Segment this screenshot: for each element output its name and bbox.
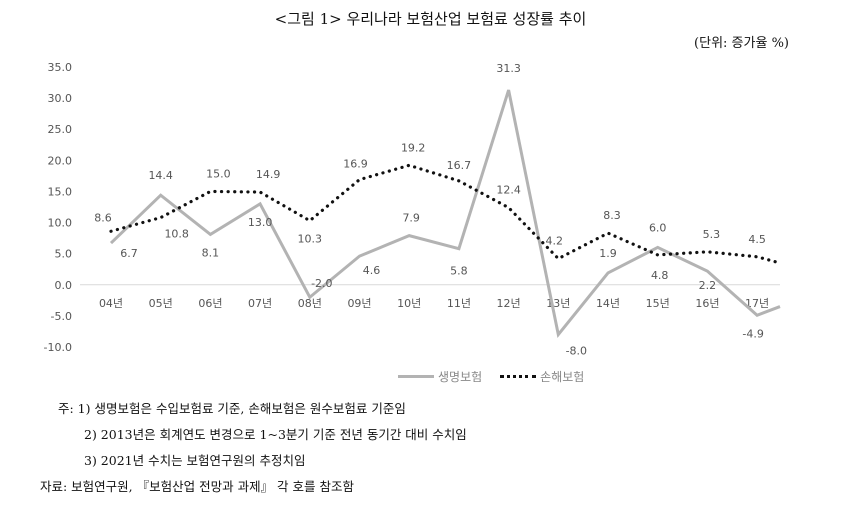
data-label-nonlife: 12.4 [496,184,521,197]
data-label-life: 1.9 [599,247,617,260]
series-line-life [109,89,781,338]
x-tick-label: 08년 [298,297,322,310]
legend-swatch-nonlife [500,375,537,378]
legend-swatch-life [398,375,434,378]
note-3: 3) 2021년 수치는 보험연구원의 추정치임 [84,453,306,468]
data-label-nonlife: 10.3 [298,233,323,246]
y-tick-label: 0.0 [55,279,73,292]
x-tick-label: 07년 [248,297,272,310]
data-label-nonlife: 4.2 [546,235,564,248]
data-label-nonlife: 10.8 [164,228,189,241]
line-chart: 35.0 30.0 25.0 20.0 15.0 10.0 5.0 0.0 -5.0 -10.0 0… [44,61,782,358]
y-tick-label: 25.0 [48,123,73,136]
y-tick-label: 30.0 [48,92,73,105]
x-tick-label: 17년 [745,297,769,310]
note-2: 2) 2013년은 회계연도 변경으로 1~3분기 기준 전년 동기간 대비 수… [84,427,467,442]
legend-item-life: 생명보험 [398,368,482,385]
x-tick-label: 09년 [347,297,371,310]
data-label-life: -8.0 [566,345,587,358]
data-label-life: 6.7 [120,247,138,260]
series-line-nonlife [109,163,782,265]
y-tick-label: 10.0 [48,217,73,230]
data-label-life: 8.1 [202,246,220,259]
x-tick-label: 10년 [397,297,421,310]
x-tick-label: 15년 [646,297,670,310]
source-note: 자료: 보험연구원, 『보험산업 전망과 과제』 각 호를 참조함 [40,479,354,494]
data-label-life: 14.4 [148,169,173,182]
legend-label-nonlife: 손해보험 [540,370,585,384]
data-label-nonlife: 16.9 [343,158,368,171]
x-tick-label: 11년 [447,297,471,310]
data-label-life: 31.3 [496,62,521,75]
y-tick-label: 5.0 [55,248,73,261]
x-tick-label: 16년 [695,297,719,310]
y-tick-label: 35.0 [48,61,73,74]
data-label-life: 5.8 [450,265,468,278]
data-label-nonlife: 16.7 [447,159,472,172]
chart-title: <그림 1> 우리나라 보험산업 보험료 성장률 추이 [274,10,587,28]
data-label-life: 6.0 [649,221,667,234]
data-label-nonlife: 8.6 [94,211,112,224]
legend: 생명보험 손해보험 [398,368,584,385]
x-tick-label: 12년 [497,297,521,310]
x-tick-label: 04년 [99,297,123,310]
data-label-nonlife: 19.2 [401,141,426,154]
data-label-life: -2.0 [311,277,332,290]
data-label-nonlife: 4.5 [748,233,766,246]
data-label-life: -4.9 [742,327,763,340]
x-tick-label: 14년 [596,297,620,310]
y-tick-label: -10.0 [44,341,72,354]
data-label-nonlife: 14.9 [256,168,281,181]
x-tick-label: 05년 [149,297,173,310]
x-tick-label: 06년 [198,297,222,310]
data-label-nonlife: 4.8 [651,269,669,282]
data-label-nonlife: 8.3 [603,209,621,222]
y-tick-label: 15.0 [48,185,73,198]
y-tick-label: 20.0 [48,154,73,167]
data-label-life: 4.6 [363,264,381,277]
y-tick-label: -5.0 [51,310,72,323]
data-label-nonlife: 15.0 [206,167,231,180]
data-label-life: 13.0 [248,216,273,229]
data-label-life: 7.9 [402,212,420,225]
legend-label-life: 생명보험 [438,370,483,384]
data-label-life: 2.2 [699,279,717,292]
legend-item-nonlife: 손해보험 [500,368,584,385]
data-label-nonlife: 5.3 [703,228,721,241]
unit-label: (단위: 증가율 %) [694,36,789,51]
note-1: 주: 1) 생명보험은 수입보험료 기준, 손해보험은 원수보험료 기준임 [58,401,406,416]
